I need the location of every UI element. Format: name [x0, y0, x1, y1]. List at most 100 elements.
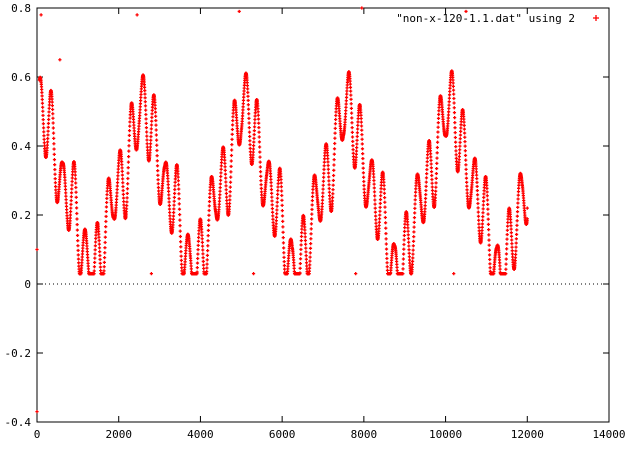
data-point	[308, 246, 313, 250]
data-point	[125, 187, 130, 191]
data-point	[253, 121, 257, 125]
data-point	[395, 265, 399, 269]
x-tick-label: 10000	[429, 428, 462, 441]
data-point	[102, 260, 106, 264]
data-point	[429, 152, 433, 156]
data-point	[276, 192, 280, 197]
data-point	[201, 259, 205, 264]
data-point	[189, 264, 193, 268]
data-point	[92, 269, 96, 273]
data-point	[86, 261, 90, 265]
data-point	[42, 137, 46, 141]
data-point	[50, 97, 54, 101]
data-point	[144, 108, 148, 112]
data-point	[64, 194, 68, 198]
data-point	[281, 219, 285, 223]
data-point	[189, 261, 193, 265]
data-point	[219, 167, 223, 171]
data-point	[433, 196, 437, 200]
data-point	[310, 203, 314, 207]
data-point	[333, 122, 338, 126]
data-point	[498, 261, 502, 265]
data-point	[514, 237, 518, 241]
data-point	[143, 104, 148, 108]
data-point	[76, 239, 80, 243]
data-point	[327, 186, 331, 191]
data-point	[86, 255, 90, 260]
data-point	[76, 244, 80, 248]
data-point	[413, 206, 417, 210]
data-point	[354, 155, 358, 159]
data-point	[58, 58, 62, 62]
data-point	[378, 213, 382, 217]
data-point	[245, 83, 250, 88]
data-point	[128, 124, 132, 128]
data-point	[80, 255, 84, 259]
data-point	[177, 202, 181, 206]
data-point	[125, 200, 129, 204]
data-point	[328, 197, 332, 201]
data-point	[257, 125, 261, 130]
data-point	[517, 186, 521, 190]
data-point	[80, 252, 85, 256]
data-point	[486, 207, 490, 211]
data-point	[126, 176, 130, 181]
data-point	[63, 181, 67, 185]
data-point	[231, 111, 235, 115]
data-point	[115, 181, 120, 185]
data-point	[143, 92, 147, 96]
data-point	[351, 139, 355, 144]
data-point	[516, 190, 521, 194]
y-tick-label: 0.4	[11, 140, 31, 153]
data-point	[411, 259, 415, 264]
data-point	[176, 179, 180, 183]
data-point	[126, 160, 131, 164]
data-point	[362, 190, 366, 195]
data-point	[300, 227, 304, 231]
data-point	[148, 151, 152, 155]
data-point	[256, 110, 260, 114]
data-point	[124, 210, 128, 214]
data-point	[139, 92, 143, 97]
data-point	[488, 257, 492, 262]
data-point	[476, 206, 480, 210]
data-point	[487, 248, 491, 252]
data-point	[424, 184, 428, 188]
data-point	[74, 200, 79, 205]
data-point	[81, 243, 85, 247]
data-point	[201, 248, 205, 252]
data-point	[506, 220, 510, 225]
data-point	[229, 153, 234, 158]
data-point	[325, 151, 329, 155]
data-point	[326, 167, 330, 171]
data-point	[144, 117, 148, 121]
data-point	[218, 193, 222, 197]
data-point	[102, 269, 106, 273]
data-point	[154, 114, 158, 118]
data-point	[447, 106, 451, 111]
data-point	[514, 241, 518, 245]
data-point	[517, 183, 521, 187]
data-point	[351, 148, 355, 152]
data-point	[75, 217, 79, 221]
data-point	[510, 238, 514, 242]
data-point	[259, 186, 263, 191]
data-point	[268, 171, 273, 176]
data-point	[330, 199, 335, 203]
data-point	[145, 145, 149, 149]
data-point	[253, 114, 257, 118]
data-point	[430, 185, 434, 189]
data-point	[516, 197, 520, 201]
data-point	[206, 249, 210, 253]
data-point	[320, 204, 324, 209]
y-tick-label: 0	[24, 278, 31, 291]
data-point	[35, 247, 39, 252]
data-point	[401, 252, 406, 256]
data-point	[206, 239, 210, 243]
data-point	[430, 177, 434, 182]
data-point	[345, 92, 349, 96]
data-point	[452, 272, 456, 276]
data-point	[281, 225, 285, 229]
data-point	[480, 231, 484, 235]
